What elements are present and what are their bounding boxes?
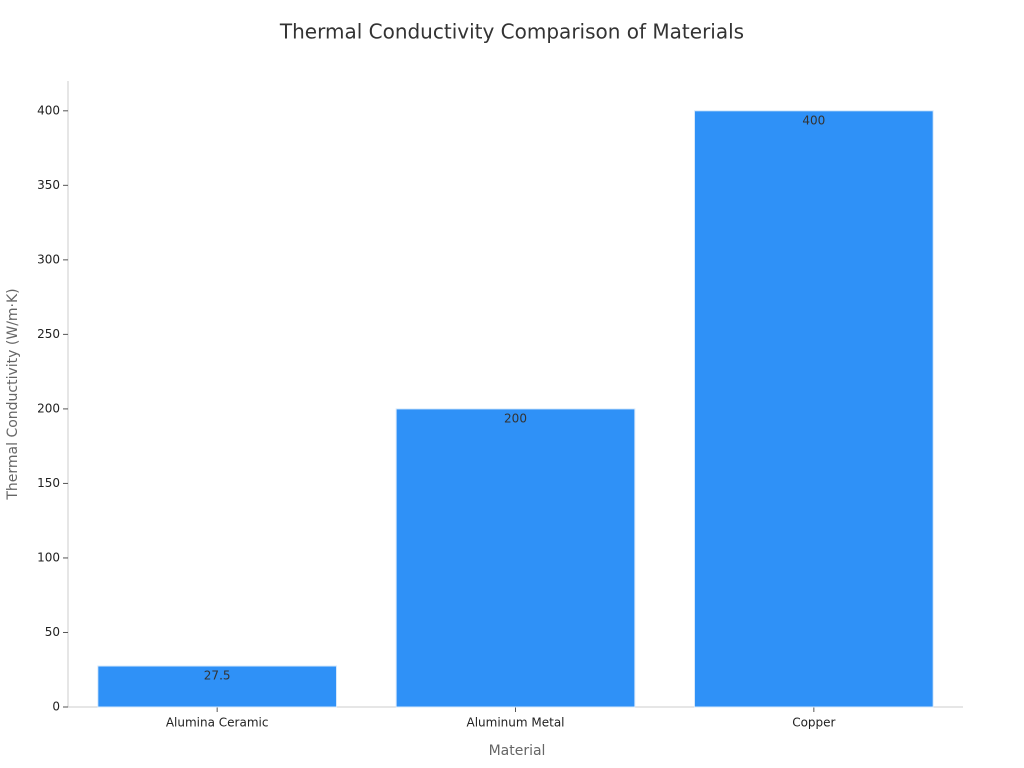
- y-tick-label: 150: [37, 476, 60, 490]
- bar: [694, 110, 934, 708]
- y-tick-label: 250: [37, 327, 60, 341]
- y-axis-label: Thermal Conductivity (W/m·K): [5, 288, 21, 500]
- y-tick-label: 100: [37, 550, 60, 564]
- value-label: 200: [504, 411, 527, 425]
- y-tick-label: 300: [37, 252, 60, 266]
- x-tick-label: Alumina Ceramic: [166, 716, 269, 730]
- value-label: 27.5: [204, 669, 231, 683]
- chart-title: Thermal Conductivity Comparison of Mater…: [279, 20, 744, 44]
- value-label: 400: [802, 113, 825, 127]
- bar: [395, 408, 636, 708]
- y-tick-label: 0: [52, 700, 60, 714]
- y-tick-label: 400: [37, 103, 60, 117]
- y-tick-label: 50: [45, 625, 60, 639]
- y-tick-label: 350: [37, 178, 60, 192]
- y-tick-label: 200: [37, 401, 60, 415]
- x-tick-label: Copper: [792, 716, 835, 730]
- bar: [97, 665, 338, 708]
- x-tick-label: Aluminum Metal: [466, 716, 564, 730]
- x-axis-label: Material: [489, 743, 546, 759]
